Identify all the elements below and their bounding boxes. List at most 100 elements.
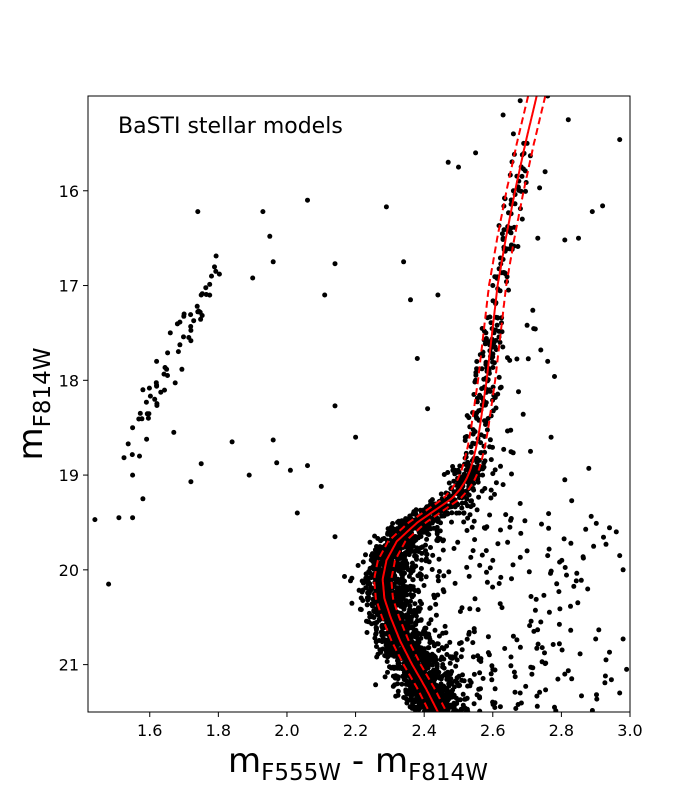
data-point (382, 552, 388, 558)
data-point (468, 449, 474, 455)
data-point (464, 564, 470, 570)
data-point (447, 639, 453, 645)
data-point (464, 636, 470, 642)
data-point (409, 560, 415, 566)
data-point (409, 614, 415, 620)
data-point (538, 619, 544, 625)
data-point (402, 602, 408, 608)
data-point (387, 529, 393, 535)
data-point (435, 292, 441, 298)
data-point (552, 704, 557, 710)
y-tick-label: 21 (59, 656, 79, 675)
data-point (416, 589, 422, 595)
data-point (432, 627, 438, 633)
data-point (556, 589, 562, 595)
data-point (485, 416, 491, 421)
data-point (493, 338, 499, 343)
data-point (512, 689, 518, 695)
data-point (410, 543, 416, 549)
data-point (453, 663, 459, 669)
data-point (441, 665, 447, 671)
data-point (546, 546, 552, 552)
data-point (569, 498, 575, 504)
data-point (161, 371, 167, 377)
data-point (476, 657, 482, 663)
data-point (409, 536, 415, 542)
data-point (433, 601, 439, 607)
data-point (353, 434, 359, 440)
data-point (470, 640, 476, 646)
data-point (458, 654, 464, 660)
data-point (510, 131, 516, 137)
data-point (485, 634, 491, 640)
data-point (483, 359, 489, 365)
data-point (467, 512, 473, 518)
data-point (198, 316, 204, 322)
data-point (576, 235, 581, 241)
data-point (455, 539, 461, 545)
x-tick-label: 1.8 (206, 721, 231, 740)
data-point (490, 283, 496, 288)
data-point (436, 633, 442, 639)
data-point (497, 288, 503, 294)
data-point (591, 543, 597, 549)
data-point (490, 557, 496, 563)
data-point (459, 500, 465, 506)
data-point (415, 535, 421, 541)
data-point (415, 650, 421, 656)
data-point (229, 439, 235, 445)
data-point (459, 647, 465, 653)
data-point (528, 448, 533, 454)
data-point (399, 590, 405, 595)
data-point (364, 630, 370, 635)
data-point (411, 628, 417, 634)
data-point (409, 704, 415, 709)
data-point (482, 458, 488, 464)
data-point (414, 356, 420, 361)
data-point (106, 581, 112, 587)
data-point (538, 347, 544, 353)
data-point (478, 395, 484, 401)
data-point (410, 624, 416, 630)
data-point (593, 636, 599, 642)
data-point (332, 534, 338, 540)
data-point (402, 614, 408, 620)
data-point (445, 689, 451, 694)
data-point (388, 652, 394, 658)
data-point (433, 657, 439, 663)
data-point (130, 425, 136, 431)
data-point (430, 639, 436, 645)
data-point (426, 559, 432, 565)
data-point (470, 502, 476, 508)
x-axis-label-sub2: F814W (408, 760, 488, 786)
data-point (505, 539, 511, 545)
data-point (373, 682, 379, 688)
data-point (493, 347, 499, 353)
data-point (498, 527, 503, 533)
data-point (461, 678, 467, 684)
data-point (447, 660, 453, 666)
data-point (421, 583, 427, 588)
data-point (568, 603, 573, 609)
data-point (395, 565, 401, 571)
data-point (435, 592, 441, 598)
data-point (446, 569, 452, 575)
data-point (548, 570, 553, 576)
x-tick-label: 2.0 (274, 721, 299, 740)
data-point (537, 689, 543, 695)
data-point (371, 608, 377, 614)
data-point (444, 511, 450, 517)
data-point (535, 641, 541, 647)
data-point (419, 688, 425, 694)
data-point (508, 663, 514, 669)
data-point (534, 703, 540, 709)
data-point (528, 664, 534, 670)
data-point (579, 693, 584, 699)
data-point (407, 686, 413, 692)
data-point (539, 521, 544, 527)
data-point (471, 671, 477, 677)
data-point (415, 630, 421, 636)
data-point (594, 696, 600, 702)
data-point (406, 609, 412, 615)
data-point (475, 653, 481, 659)
